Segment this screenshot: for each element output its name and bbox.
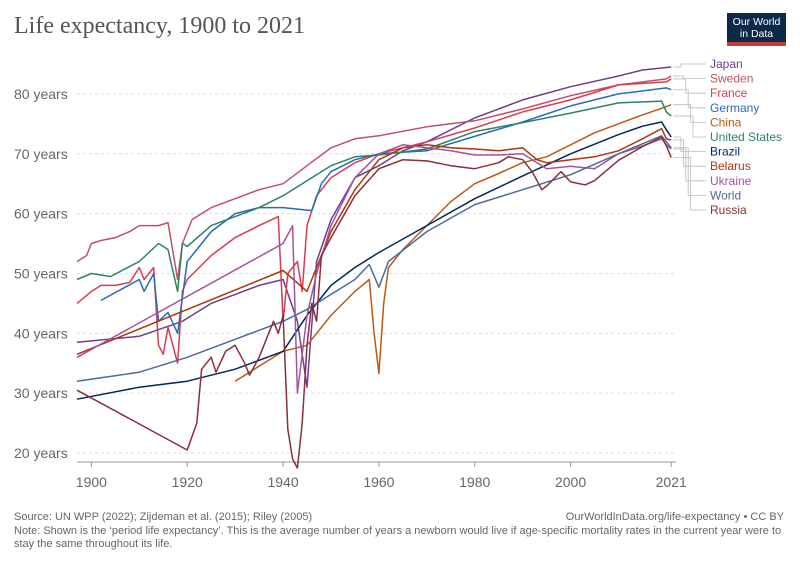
legend-connector <box>673 136 706 152</box>
legend-connector <box>673 75 706 79</box>
legend-connector <box>673 156 706 211</box>
legend-label-united-states: United States <box>710 130 782 144</box>
y-tick-label: 50 years <box>14 265 68 281</box>
legend-connector <box>673 147 706 196</box>
legend-label-brazil: Brazil <box>710 145 740 159</box>
legend-label-germany: Germany <box>710 101 759 115</box>
x-tick-label: 2000 <box>555 474 586 490</box>
legend-connector <box>673 78 706 94</box>
source-note: Source: UN WPP (2022); Zijdeman et al. (… <box>14 511 313 523</box>
logo-line-2: in Data <box>739 28 774 40</box>
legend-label-japan: Japan <box>710 57 743 71</box>
x-tick-label: 1980 <box>459 474 490 490</box>
legend-label-world: World <box>710 188 741 202</box>
y-tick-label: 60 years <box>14 206 68 222</box>
credit-link[interactable]: OurWorldInData.org/life-expectancy • CC … <box>565 511 784 523</box>
y-tick-label: 80 years <box>14 86 68 102</box>
legend-label-china: China <box>710 115 742 129</box>
legend-label-sweden: Sweden <box>710 72 753 86</box>
chart-title: Life expectancy, 1900 to 2021 <box>14 13 306 39</box>
legend-label-france: France <box>710 86 748 100</box>
x-tick-label: 1960 <box>363 474 394 490</box>
series-line-brazil <box>76 121 672 400</box>
logo-line-1: Our World <box>732 16 781 28</box>
legend-label-russia: Russia <box>710 203 747 217</box>
legend-label-belarus: Belarus <box>710 159 751 173</box>
methodology-note: Note: Shown is the ‘period life expectan… <box>14 525 782 550</box>
x-tick-label: 2021 <box>656 474 687 490</box>
owid-logo[interactable]: Our World in Data <box>727 13 786 46</box>
series-line-sweden <box>76 75 672 281</box>
legend-connector <box>673 139 706 167</box>
legend-connector <box>673 148 706 182</box>
series-line-russia <box>76 136 672 469</box>
legend-connector <box>673 104 706 123</box>
series-line-ukraine <box>76 138 672 394</box>
series-line-world <box>76 135 672 382</box>
y-tick-label: 20 years <box>14 445 68 461</box>
series-line-japan <box>76 66 672 388</box>
series-line-france <box>76 78 672 364</box>
x-tick-label: 1900 <box>76 474 107 490</box>
legend-connector <box>673 115 706 138</box>
y-tick-label: 70 years <box>14 146 68 162</box>
series-line-united-states <box>76 100 672 293</box>
legend-connector <box>673 63 706 68</box>
life-expectancy-chart: 20 years 30 years 40 years 50 years 60 years… <box>14 57 782 490</box>
legend-label-ukraine: Ukraine <box>710 174 752 188</box>
x-tick-label: 1920 <box>172 474 203 490</box>
y-tick-label: 40 years <box>14 325 68 341</box>
y-tick-label: 30 years <box>14 385 68 401</box>
series-line-belarus <box>76 127 672 355</box>
legend-connector <box>673 89 706 109</box>
x-tick-label: 1940 <box>267 474 298 490</box>
